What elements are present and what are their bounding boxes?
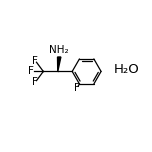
Text: F: F xyxy=(32,56,38,66)
Text: F: F xyxy=(32,77,38,86)
Text: F: F xyxy=(28,66,34,76)
Polygon shape xyxy=(57,57,61,71)
Text: H₂O: H₂O xyxy=(113,63,139,76)
Text: F: F xyxy=(74,83,80,93)
Text: NH₂: NH₂ xyxy=(49,45,69,55)
